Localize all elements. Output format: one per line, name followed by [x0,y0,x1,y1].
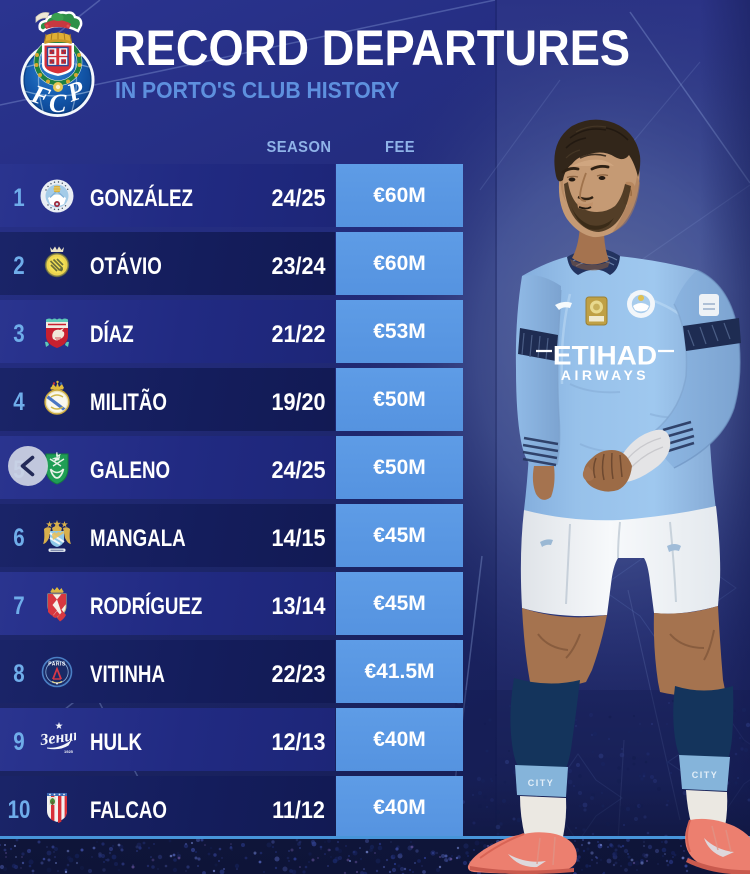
svg-text:C: C [49,89,67,118]
svg-text:PARIS: PARIS [48,662,66,668]
svg-text:AIRWAYS: AIRWAYS [561,367,649,383]
svg-text:CITY: CITY [692,770,719,780]
svg-text:ETIHAD: ETIHAD [553,340,657,370]
svg-text:1925: 1925 [64,749,74,754]
svg-text:CITY: CITY [528,778,555,788]
svg-text:Зенит: Зенит [38,726,76,749]
